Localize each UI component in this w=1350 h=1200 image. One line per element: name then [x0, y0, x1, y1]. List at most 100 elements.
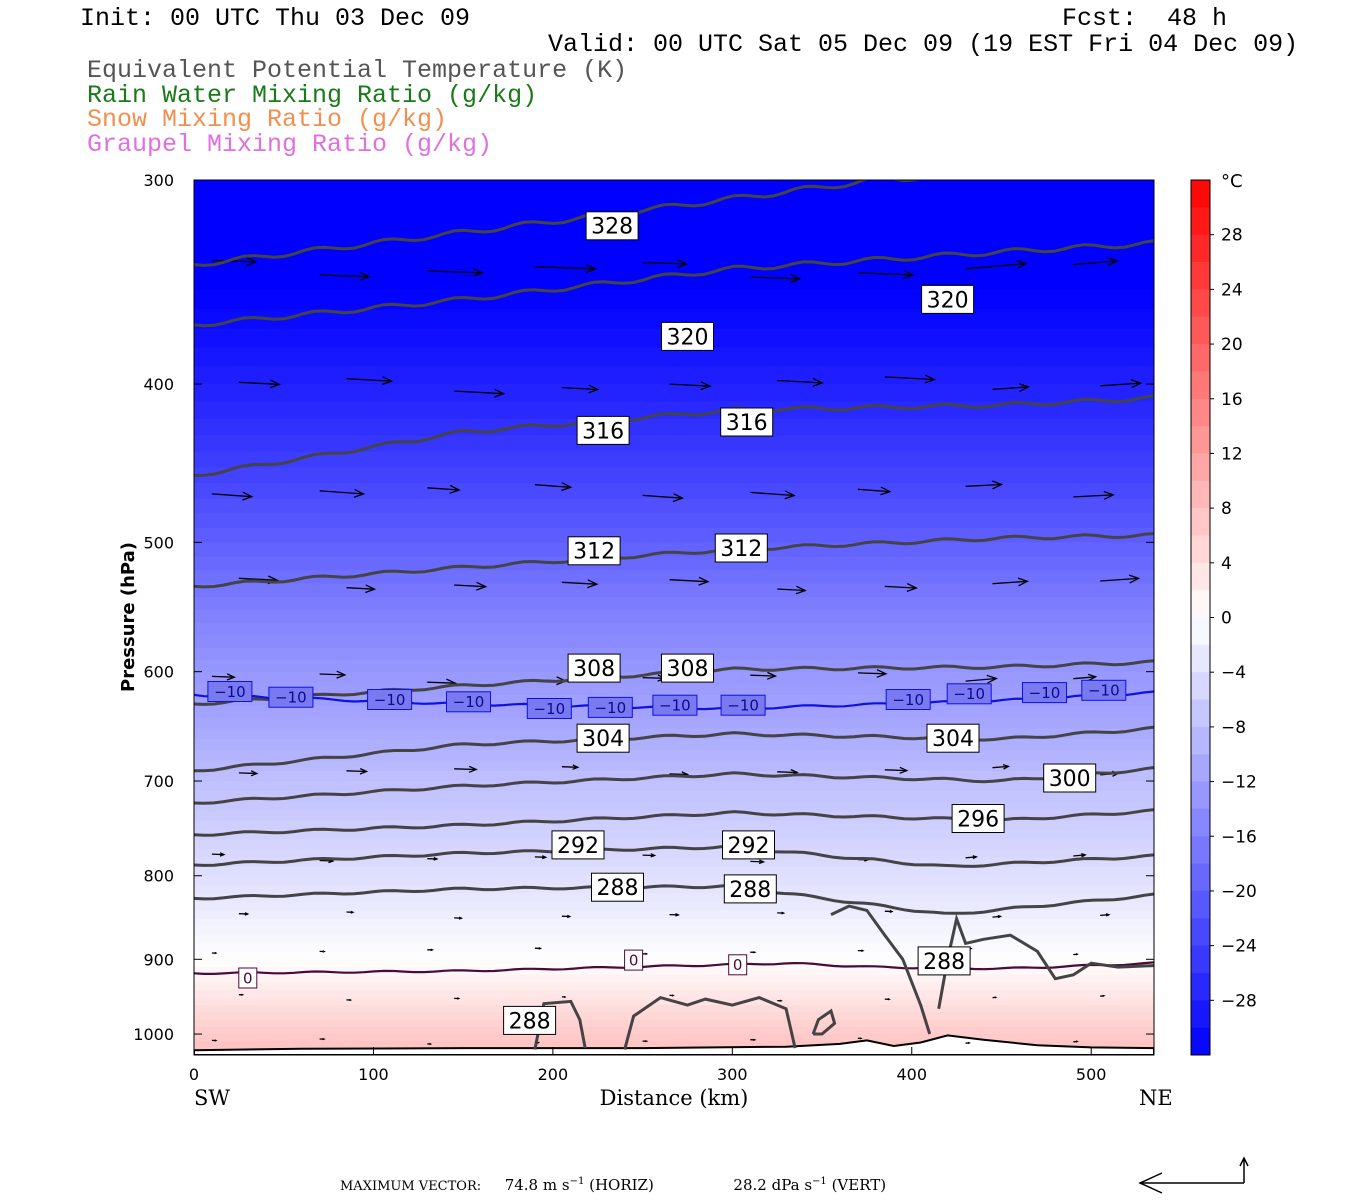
wind-vector — [211, 1039, 218, 1042]
temperature-band — [194, 982, 1154, 991]
colorbar-swatch — [1191, 918, 1210, 947]
temperature-band — [194, 951, 1154, 960]
wind-vector — [884, 374, 936, 384]
wind-vector — [965, 1041, 971, 1045]
contour-label: 288 — [503, 1005, 557, 1035]
temperature-band — [194, 609, 1154, 624]
contour-label: −10 — [1081, 679, 1127, 701]
contour-label-text: 312 — [720, 537, 762, 562]
wind-vector — [1073, 852, 1087, 858]
y-tick-label: 400 — [143, 375, 174, 394]
wind-vector — [965, 674, 998, 684]
x-tick-label: 0 — [189, 1065, 199, 1084]
wind-vector — [534, 264, 598, 274]
colorbar-tick-label: −24 — [1221, 937, 1257, 957]
contour-label-text: 304 — [932, 727, 974, 752]
wind-vector — [427, 948, 434, 952]
temperature-band — [194, 384, 1154, 403]
wind-vector — [534, 947, 543, 950]
contour-label: 308 — [567, 653, 621, 683]
colorbar-tick-label: −16 — [1221, 827, 1257, 847]
wind-vector — [346, 376, 394, 386]
wind-vector — [561, 995, 567, 999]
temperature-band — [194, 820, 1154, 831]
colorbar-swatch — [1191, 973, 1210, 1001]
wind-vector — [857, 486, 892, 496]
wind-vector — [319, 488, 366, 498]
temperature-band — [194, 180, 1154, 204]
contour-label: 0 — [728, 954, 748, 976]
contour-label: 300 — [1043, 763, 1097, 793]
temperature-band — [194, 528, 1154, 543]
temperature-band — [194, 556, 1154, 571]
contour-label-text: −10 — [275, 689, 307, 707]
contour-label-text: 300 — [1049, 767, 1091, 792]
contour-label: 0 — [238, 967, 258, 989]
wind-vector — [561, 384, 600, 394]
colorbar-swatch — [1191, 672, 1210, 700]
temperature-band — [194, 635, 1154, 649]
temperature-band — [194, 1019, 1154, 1028]
colorbar-tick-label: 28 — [1221, 226, 1243, 246]
wind-vector — [238, 379, 281, 389]
axes: 0 100 200 300 400 500 300 400 500 600 700 800 900 100… — [133, 171, 1154, 1084]
colorbar-swatch — [1191, 207, 1210, 236]
y-tick-label: 600 — [143, 663, 174, 682]
colorbar-tick-label: 8 — [1221, 499, 1232, 519]
x-tick-label: 200 — [538, 1065, 569, 1084]
wind-vector — [669, 994, 675, 997]
temperature-band — [194, 435, 1154, 453]
y-tick-label: 300 — [143, 171, 174, 190]
colorbar-swatch — [1191, 781, 1210, 810]
wind-vector — [346, 910, 355, 914]
colorbar-unit: °C — [1221, 171, 1243, 192]
temperature-band — [194, 289, 1154, 310]
temperature-band — [194, 781, 1154, 792]
y-tick-label: 1000 — [133, 1025, 174, 1044]
wind-vector — [1073, 1040, 1079, 1043]
legend-theta-e: Equivalent Potential Temperature (K) — [87, 56, 628, 85]
temperature-band — [194, 1012, 1154, 1021]
max-vector-label: MAXIMUM VECTOR: — [340, 1179, 482, 1194]
wind-vector — [319, 670, 347, 679]
contour-label: 328 — [585, 211, 639, 241]
y-tick-label: 500 — [143, 533, 174, 552]
contour-label-text: −10 — [594, 699, 626, 717]
colorbar-swatch — [1191, 863, 1210, 892]
wind-vector — [642, 853, 657, 858]
wind-vector — [992, 383, 1031, 392]
colorbar-swatch — [1191, 644, 1210, 673]
theta-e-contour-288-loop — [811, 1008, 837, 1036]
theta-e-contour-288-loop — [830, 904, 932, 1035]
temperature-band — [194, 268, 1154, 290]
wind-vector — [750, 671, 778, 680]
temperature-contour-0 — [194, 961, 1154, 975]
wind-vector — [211, 852, 226, 857]
temperature-band — [194, 801, 1154, 812]
temperature-band — [194, 1034, 1154, 1042]
colorbar-tick-label: −28 — [1221, 991, 1257, 1011]
contour-label-text: 312 — [573, 540, 615, 565]
temperature-band — [194, 717, 1154, 730]
temperature-band — [194, 893, 1154, 903]
colorbar-swatch — [1191, 617, 1210, 646]
contour-label-text: 308 — [667, 657, 709, 682]
vert-tag: (VERT) — [831, 1176, 887, 1194]
wind-vector — [211, 257, 258, 267]
wind-vector — [1100, 379, 1143, 389]
contour-label-text: −10 — [374, 691, 406, 709]
wind-vector — [1100, 574, 1141, 584]
wind-vector — [884, 909, 894, 914]
temperature-band — [194, 791, 1154, 802]
wind-vector — [857, 669, 888, 678]
colorbar-swatch — [1191, 836, 1210, 865]
ne-label: NE — [1139, 1086, 1173, 1110]
temperature-band — [194, 959, 1154, 968]
colorbar-swatch — [1191, 371, 1210, 400]
contour-label: 288 — [591, 872, 644, 902]
temperature-band — [194, 749, 1154, 762]
wind-vector — [427, 268, 484, 278]
wind-vector — [857, 1037, 863, 1040]
contour-label: 288 — [917, 946, 971, 976]
